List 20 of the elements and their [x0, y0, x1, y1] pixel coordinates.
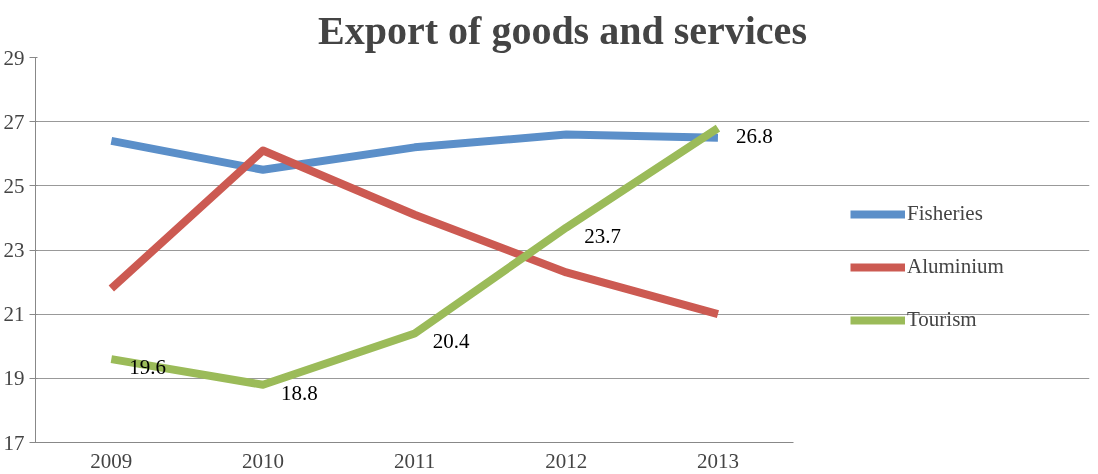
legend-label: Aluminium — [907, 254, 1004, 279]
x-tick-label: 2013 — [696, 448, 739, 473]
y-tick-label: 25 — [3, 173, 25, 198]
data-label: 18.8 — [280, 380, 318, 405]
y-tick-label: 29 — [3, 45, 25, 70]
data-label: 20.4 — [432, 329, 470, 354]
x-tick-label: 2012 — [545, 448, 588, 473]
legend-label: Tourism — [907, 307, 977, 332]
data-label: 26.8 — [735, 124, 773, 149]
x-tick-label: 2010 — [241, 448, 284, 473]
y-tick-label: 27 — [3, 109, 25, 134]
x-tick-label: 2011 — [394, 448, 436, 473]
y-tick-label: 21 — [3, 302, 25, 327]
y-tick-label: 23 — [3, 238, 25, 262]
y-tick-label: 17 — [3, 430, 25, 455]
x-tick-label: 2009 — [90, 448, 133, 473]
y-tick-label: 19 — [3, 366, 25, 391]
legend-label: Fisheries — [907, 201, 983, 226]
chart-title: Export of goods and services — [318, 7, 807, 53]
data-label: 23.7 — [584, 223, 622, 248]
